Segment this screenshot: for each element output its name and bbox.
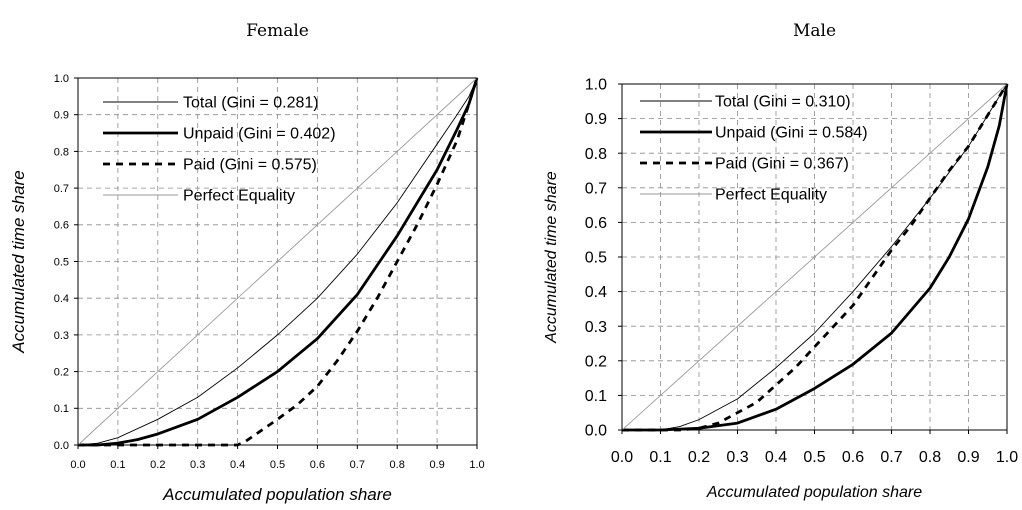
female-legend-label-perfect: Perfect Equality [183,188,295,205]
female-x-tick-label: 0.1 [110,459,125,471]
male-legend-label-perfect: Perfect Equality [715,187,827,204]
male-y-tick-label: 0.5 [585,250,607,267]
female-y-tick-label: 0.1 [54,403,69,415]
female-x-axis-title: Accumulated population share [162,485,392,504]
male-series-paid-line [622,83,1009,432]
male-y-tick-label: 0.3 [585,319,607,336]
male-y-tick-label: 0.6 [585,215,607,232]
male-legend-entry-unpaid: Unpaid (Gini = 0.584) [640,125,868,142]
female-y-tick-label: 0.9 [54,110,69,122]
female-y-axis-title: Accumulated time share [9,170,28,353]
female-ticks: 0.0 0.1 0.2 0.3 0.4 0.5 0.6 0.7 0.8 0.9 1.0 0.0 0.1 0… [54,73,485,471]
male-x-tick-label: 0.1 [649,449,671,466]
male-y-tick-label: 0.2 [585,353,607,370]
female-x-tick-label: 0.3 [190,459,205,471]
female-chart-title: Female [246,21,309,41]
female-y-tick-label: 0.5 [54,256,69,268]
female-x-tick-label: 0.4 [230,459,245,471]
male-x-tick-label: 0.9 [957,449,979,466]
male-x-tick-label: 0.4 [765,449,787,466]
male-y-tick-label: 1.0 [585,77,607,94]
male-x-tick-label: 0.0 [611,449,633,466]
female-legend-label-total: Total (Gini = 0.281) [183,95,319,112]
female-y-tick-label: 0.6 [54,220,69,232]
female-legend-entry-perfect: Perfect Equality [103,188,295,205]
female-legend-label-paid: Paid (Gini = 0.575) [183,157,317,174]
female-y-tick-label: 0.7 [54,183,69,195]
female-legend-entry-unpaid: Unpaid (Gini = 0.402) [103,126,336,143]
female-x-tick-label: 0.0 [70,459,85,471]
male-x-tick-label: 0.5 [803,449,825,466]
male-y-tick-label: 0.1 [585,388,607,405]
male-x-tick-label: 0.3 [726,449,748,466]
male-y-tick-label: 0.4 [585,284,607,301]
male-x-tick-label: 0.7 [880,449,902,466]
female-x-tick-label: 0.5 [270,459,285,471]
female-y-tick-label: 0.4 [54,293,69,305]
male-chart-title: Male [793,21,836,41]
male-y-axis-title: Accumulated time share [543,171,560,344]
male-y-tick-label: 0.0 [585,423,607,440]
male-ticks: 0.0 0.1 0.2 0.3 0.4 0.5 0.6 0.7 0.8 0.9 1.0 0.0 0.1 0… [585,77,1018,466]
male-x-tick-label: 0.6 [842,449,864,466]
female-series-unpaid-line [78,77,479,447]
female-legend-entry-paid: Paid (Gini = 0.575) [103,157,317,174]
male-legend-label-paid: Paid (Gini = 0.367) [715,156,849,173]
female-legend-entry-total: Total (Gini = 0.281) [103,95,319,112]
female-legend: Total (Gini = 0.281) Unpaid (Gini = 0.402… [103,95,336,205]
male-y-tick-label: 0.8 [585,146,607,163]
male-series-perfect-line [621,83,1008,431]
male-x-axis-title: Accumulated population share [706,484,922,501]
female-x-tick-label: 0.9 [429,459,444,471]
male-y-tick-label: 0.9 [585,111,607,128]
male-legend: Total (Gini = 0.310) Unpaid (Gini = 0.584… [640,94,868,204]
male-x-tick-label: 0.8 [919,449,941,466]
female-x-tick-label: 0.7 [350,459,365,471]
male-legend-label-total: Total (Gini = 0.310) [715,94,851,111]
male-legend-entry-perfect: Perfect Equality [640,187,827,204]
male-x-tick-label: 0.2 [688,449,710,466]
female-legend-label-unpaid: Unpaid (Gini = 0.402) [183,126,336,143]
male-series [621,83,1009,432]
male-legend-label-unpaid: Unpaid (Gini = 0.584) [715,125,868,142]
female-x-tick-label: 0.2 [150,459,165,471]
female-series-total-line [77,77,478,446]
female-series-perfect-line [77,77,478,446]
male-x-tick-label: 1.0 [996,449,1018,466]
male-legend-entry-total: Total (Gini = 0.310) [640,94,851,111]
female-x-tick-label: 1.0 [469,459,484,471]
female-y-tick-label: 0.8 [54,146,69,158]
male-y-tick-label: 0.7 [585,180,607,197]
female-x-tick-label: 0.6 [310,459,325,471]
female-y-tick-label: 0.3 [54,330,69,342]
female-x-tick-label: 0.8 [390,459,405,471]
female-y-tick-label: 0.2 [54,366,69,378]
female-y-tick-label: 0.0 [54,440,69,452]
male-legend-entry-paid: Paid (Gini = 0.367) [640,156,849,173]
female-y-tick-label: 1.0 [54,73,69,85]
